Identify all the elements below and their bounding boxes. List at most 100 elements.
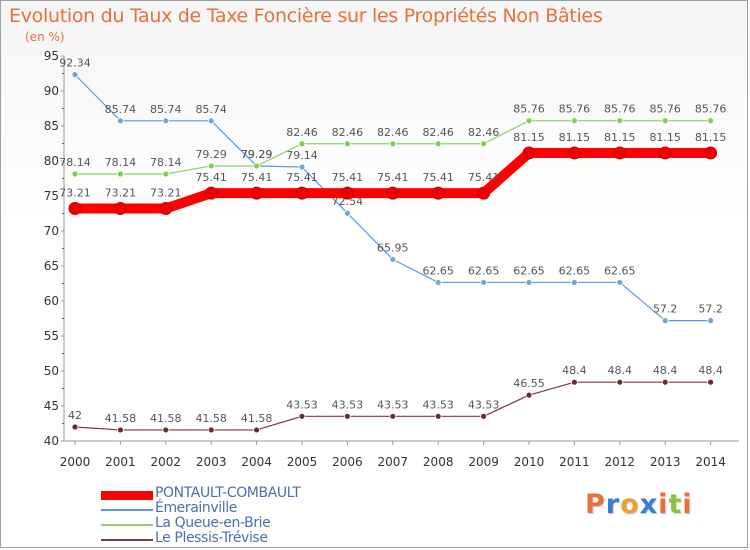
x-tick-label: 2000 [60,455,91,469]
data-point-pontault-combault [68,202,82,216]
data-label-le-plessis-tr-vise: 41.58 [195,412,227,425]
legend-label: La Queue-en-Brie [155,515,271,531]
x-tick-label: 2013 [650,455,681,469]
data-point-le-plessis-tr-vise [661,378,669,386]
data-label-le-plessis-tr-vise: 41.58 [105,412,137,425]
y-tick-label: 75 [44,189,59,203]
data-point-la-queue-en-brie [298,140,306,148]
data-point-le-plessis-tr-vise [162,426,170,434]
legend-swatch [101,490,153,500]
data-label-merainville: 62.65 [422,264,454,277]
data-point-pontault-combault [295,186,309,200]
data-label-merainville: 57.2 [698,303,723,316]
data-point-la-queue-en-brie [571,117,578,125]
data-label-la-queue-en-brie: 79.29 [195,148,227,161]
x-tick-label: 2011 [559,455,590,469]
x-tick-label: 2003 [196,455,227,469]
data-label-pontault-combault: 75.41 [377,171,409,184]
data-point-le-plessis-tr-vise [343,412,351,420]
legend-label: Émerainville [155,500,237,516]
y-tick-label: 90 [44,84,59,98]
data-label-pontault-combault: 81.15 [559,131,591,144]
data-point-le-plessis-tr-vise [253,426,261,434]
y-tick-label: 40 [44,434,59,448]
data-label-le-plessis-tr-vise: 43.53 [332,398,364,411]
data-label-la-queue-en-brie: 82.46 [377,126,409,139]
data-point-la-queue-en-brie [253,162,261,170]
x-tick-label: 2004 [241,455,272,469]
data-label-merainville: 85.74 [105,103,137,116]
data-label-pontault-combault: 73.21 [105,187,137,200]
data-point-pontault-combault [204,186,218,200]
data-point-pontault-combault [113,202,127,216]
data-label-merainville: 57.2 [653,303,678,316]
x-tick-label: 2012 [605,455,636,469]
data-point-la-queue-en-brie [707,117,714,125]
data-label-la-queue-en-brie: 78.14 [150,156,182,169]
data-label-pontault-combault: 75.41 [286,171,318,184]
data-label-pontault-combault: 75.41 [195,171,227,184]
logo-letter: x [639,489,659,520]
x-tick-label: 2007 [378,455,409,469]
data-point-la-queue-en-brie [117,170,124,178]
legend-label: Le Plessis-Trévise [155,530,268,546]
data-label-merainville: 92.34 [59,57,91,70]
data-point-pontault-combault [250,186,264,200]
y-tick-label: 70 [44,224,59,238]
data-label-merainville: 85.74 [150,103,182,116]
data-point-merainville [343,209,351,217]
chart-title: Evolution du Taux de Taxe Foncière sur l… [9,5,603,27]
data-label-la-queue-en-brie: 85.76 [604,103,636,116]
data-point-le-plessis-tr-vise [480,412,488,420]
data-point-merainville [707,317,714,325]
data-point-le-plessis-tr-vise [117,426,124,434]
data-point-merainville [661,317,669,325]
logo-letter: i [658,489,669,520]
data-label-le-plessis-tr-vise: 48.4 [653,364,678,377]
data-point-la-queue-en-brie [661,117,669,125]
data-point-la-queue-en-brie [389,140,397,148]
data-label-le-plessis-tr-vise: 41.58 [241,412,273,425]
data-label-la-queue-en-brie: 78.14 [105,156,137,169]
data-label-le-plessis-tr-vise: 48.4 [562,364,587,377]
data-point-merainville [525,279,533,286]
data-label-le-plessis-tr-vise: 42 [68,409,82,422]
data-point-merainville [389,255,397,263]
data-point-la-queue-en-brie [480,140,488,148]
data-label-le-plessis-tr-vise: 46.55 [513,377,545,390]
legend: PONTAULT-COMBAULT Émerainville La Queue-en… [101,485,361,547]
data-point-le-plessis-tr-vise [525,391,533,399]
logo-letter: r [605,489,621,520]
legend-label: PONTAULT-COMBAULT [155,485,301,501]
data-point-la-queue-en-brie [207,162,215,170]
x-tick-label: 2014 [695,455,726,469]
data-point-merainville [117,117,124,125]
data-label-le-plessis-tr-vise: 48.4 [608,364,633,377]
data-point-merainville [162,117,170,125]
data-point-merainville [571,279,578,286]
data-point-le-plessis-tr-vise [389,412,397,420]
x-tick-label: 2006 [332,455,363,469]
data-point-pontault-combault [613,146,627,160]
legend-swatch [101,509,153,511]
data-label-la-queue-en-brie: 85.76 [513,103,545,116]
x-tick-label: 2002 [151,455,182,469]
x-tick-label: 2010 [514,455,545,469]
legend-item: La Queue-en-Brie [101,515,361,532]
data-label-la-queue-en-brie: 82.46 [332,126,364,139]
data-label-merainville: 62.65 [559,264,591,277]
data-label-le-plessis-tr-vise: 48.4 [698,364,723,377]
data-point-le-plessis-tr-vise [707,378,714,386]
data-point-pontault-combault [522,146,536,160]
data-point-pontault-combault [567,146,581,160]
proxiti-logo: Proxiti [585,489,693,520]
data-label-le-plessis-tr-vise: 43.53 [377,398,409,411]
data-label-merainville: 79.29 [241,148,273,161]
data-point-pontault-combault [658,146,672,160]
y-tick-label: 50 [44,364,59,378]
y-tick-label: 95 [44,49,59,63]
data-point-le-plessis-tr-vise [434,412,442,420]
data-label-pontault-combault: 75.41 [332,171,364,184]
y-axis-unit-label: (en %) [25,30,65,44]
